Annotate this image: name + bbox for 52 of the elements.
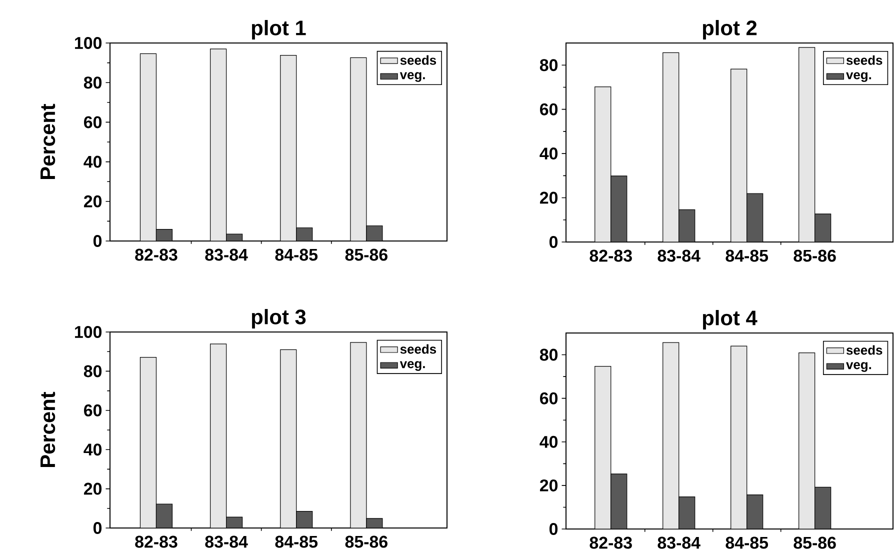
x-tick-label: 83-84	[658, 536, 700, 549]
x-tick-label: 84-85	[726, 250, 768, 262]
legend-label: seeds	[846, 345, 882, 355]
x-tick-label: 85-86	[345, 248, 388, 261]
y-tick-label: 60	[84, 116, 102, 128]
y-tick-label: 40	[540, 436, 558, 448]
x-tick-label: 84-85	[275, 248, 318, 261]
y-tick-label: 20	[540, 479, 558, 492]
x-tick-label: 83-84	[658, 250, 700, 262]
chart-title: plot 2	[702, 20, 757, 40]
y-tick-label: 0	[93, 522, 102, 534]
y-tick-label: 60	[540, 392, 558, 404]
x-tick-label: 82-83	[135, 248, 178, 261]
legend-label: veg.	[400, 72, 425, 82]
legend-label: seeds	[846, 55, 882, 65]
y-tick-label: 80	[84, 76, 102, 89]
y-tick-label: 80	[84, 365, 102, 378]
legend-label: seeds	[400, 55, 436, 65]
legend-label: veg.	[846, 72, 872, 82]
x-tick-label: 84-85	[726, 536, 768, 549]
x-tick-label: 85-86	[345, 536, 388, 548]
y-tick-label: 20	[84, 482, 102, 495]
chart-title: plot 1	[252, 20, 306, 40]
y-tick-label: 20	[84, 195, 102, 208]
y-tick-label: 20	[540, 192, 558, 204]
y-tick-label: 40	[84, 444, 102, 456]
y-axis-title: Percent	[40, 104, 56, 179]
y-tick-label: 80	[540, 59, 558, 72]
x-tick-label: 82-83	[590, 536, 632, 549]
y-tick-label: 60	[540, 103, 558, 116]
y-tick-label: 100	[75, 326, 102, 338]
x-tick-label: 84-85	[275, 536, 318, 548]
y-tick-label: 0	[549, 236, 558, 248]
x-tick-label: 82-83	[590, 250, 632, 262]
legend-label: veg.	[846, 362, 872, 372]
y-tick-label: 0	[93, 235, 102, 248]
y-tick-label: 60	[84, 404, 102, 416]
x-tick-label: 83-84	[205, 248, 248, 261]
x-tick-label: 83-84	[205, 536, 248, 548]
x-tick-label: 85-86	[794, 536, 836, 549]
x-tick-label: 85-86	[794, 250, 836, 262]
chart-title: plot 3	[252, 309, 306, 329]
legend-label: veg.	[400, 361, 425, 371]
y-tick-label: 40	[540, 148, 558, 160]
y-tick-label: 80	[540, 348, 558, 361]
y-tick-label: 100	[75, 37, 102, 50]
y-axis-title: Percent	[40, 392, 56, 467]
y-tick-label: 0	[549, 523, 558, 535]
legend-label: seeds	[400, 344, 436, 354]
x-tick-label: 82-83	[135, 536, 178, 548]
y-tick-label: 40	[84, 156, 102, 168]
chart-title: plot 4	[702, 310, 758, 330]
